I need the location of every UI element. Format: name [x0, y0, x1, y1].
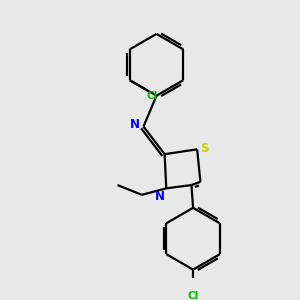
Text: N: N	[130, 118, 140, 131]
Text: Cl: Cl	[188, 291, 199, 300]
Text: N: N	[154, 190, 165, 203]
Text: S: S	[200, 142, 208, 155]
Text: Cl: Cl	[147, 91, 158, 101]
